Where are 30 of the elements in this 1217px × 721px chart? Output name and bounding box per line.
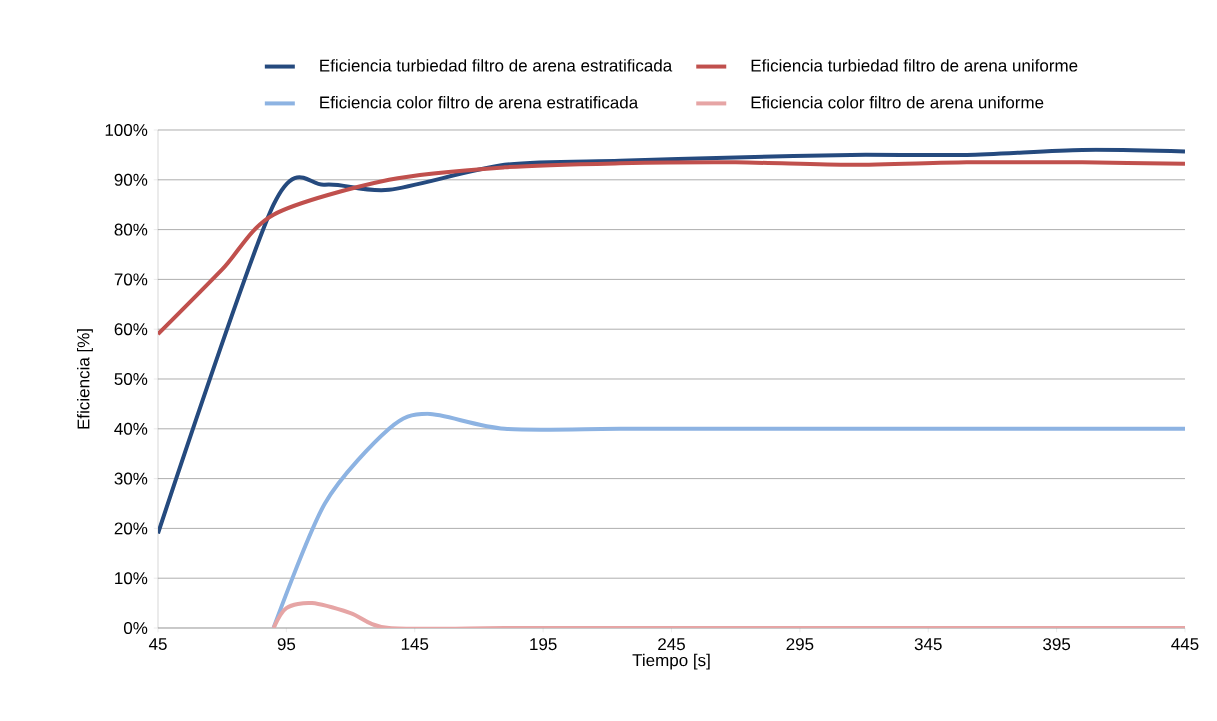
y-tick-label: 80% (114, 223, 148, 236)
x-tick-label: 195 (530, 638, 557, 651)
y-tick-label: 0% (123, 621, 148, 635)
y-tick-label: 100% (105, 123, 148, 137)
y-tick-label: 20% (114, 522, 148, 535)
x-tick-label: 45 (148, 638, 167, 650)
legend-label: Eficiencia color filtro de arena uniforme (751, 96, 1044, 109)
legend-label: Eficiencia color filtro de arena estratificada (320, 96, 639, 109)
x-tick-label: 95 (277, 638, 296, 651)
x-tick-label: 445 (1171, 638, 1199, 650)
x-tick-label: 245 (658, 638, 685, 651)
y-tick-label: 40% (114, 422, 148, 435)
legend-label: Eficiencia turbiedad filtro de arena uniforme (751, 59, 1078, 72)
x-tick-label: 145 (401, 638, 429, 650)
legend-label: Eficiencia turbiedad filtro de arena estratificada (320, 59, 673, 72)
x-tick-label: 295 (786, 638, 814, 651)
line-series (271, 411, 1185, 628)
y-tick-label: 30% (114, 472, 148, 485)
y-tick-label: 10% (115, 572, 148, 585)
x-axis-title: Tiempo [s] (632, 653, 710, 670)
x-tick-label: 345 (914, 638, 942, 651)
y-tick-label: 70% (114, 273, 148, 286)
y-tick-label: 90% (114, 173, 148, 186)
y-tick-label: 60% (114, 323, 148, 336)
y-axis-title: Eficiencia [%] (77, 329, 93, 429)
line-series (158, 160, 1185, 337)
line-series (158, 147, 1185, 536)
y-tick-label: 50% (114, 372, 148, 386)
x-tick-label: 395 (1043, 638, 1071, 651)
line-series (271, 601, 1185, 628)
